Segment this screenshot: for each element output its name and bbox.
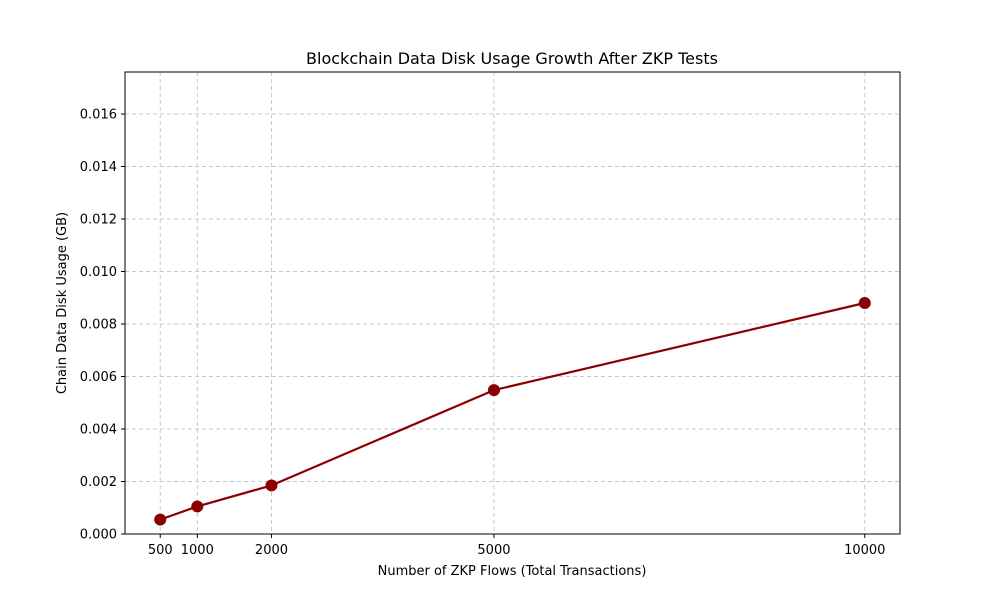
data-point — [487, 384, 500, 397]
x-tick-label: 2000 — [255, 543, 288, 558]
y-tick-label: 0.002 — [80, 475, 117, 490]
series-line — [154, 297, 871, 526]
y-tick-label: 0.016 — [80, 108, 117, 123]
y-tick-label: 0.006 — [80, 370, 117, 385]
x-axis-label: Number of ZKP Flows (Total Transactions) — [378, 564, 647, 579]
x-tick-label: 5000 — [477, 543, 510, 558]
y-tick-label: 0.010 — [80, 265, 117, 280]
y-tick-label: 0.000 — [80, 528, 117, 543]
data-point — [191, 500, 204, 513]
y-tick-label: 0.008 — [80, 318, 117, 333]
data-point — [154, 513, 167, 526]
axis-ticks: 500 1000 2000 5000 10000 0.000 0.002 0.004 0.006… — [80, 108, 886, 559]
y-axis-label: Chain Data Disk Usage (GB) — [55, 212, 70, 394]
x-tick-label: 1000 — [181, 543, 214, 558]
chart-title: Blockchain Data Disk Usage Growth After … — [306, 49, 718, 68]
plot-area-frame — [124, 71, 901, 535]
x-tick-label: 10000 — [844, 543, 885, 558]
y-tick-label: 0.004 — [80, 423, 117, 438]
y-tick-label: 0.012 — [80, 213, 117, 228]
y-tick-label: 0.014 — [80, 160, 117, 175]
data-point — [858, 297, 871, 309]
x-tick-label: 500 — [148, 543, 173, 558]
data-point — [265, 479, 278, 492]
